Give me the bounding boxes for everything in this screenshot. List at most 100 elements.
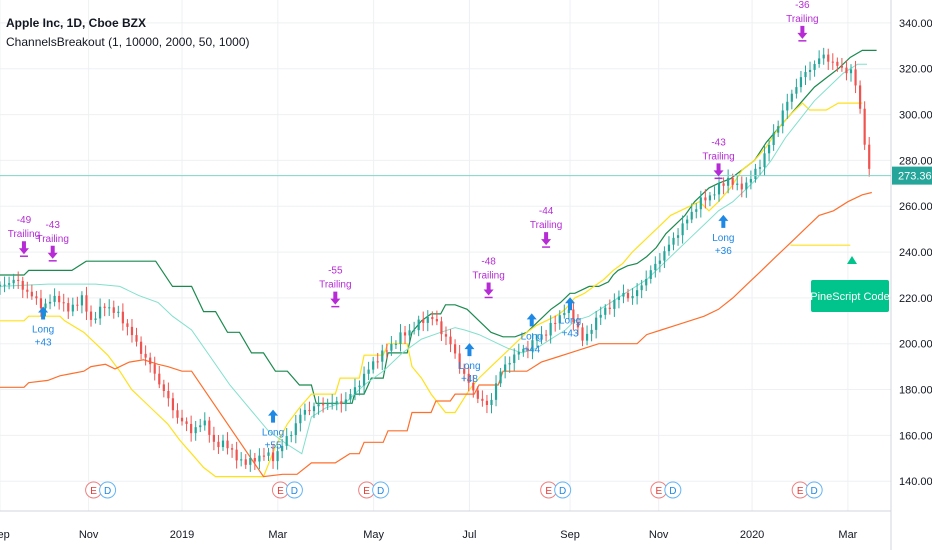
candle-body	[58, 295, 61, 303]
candle-body	[258, 455, 261, 462]
candle-body	[863, 108, 866, 145]
time-tick-label: Mar	[838, 529, 857, 541]
signal-value: -43	[45, 220, 60, 231]
earnings-marker-label: E	[277, 486, 284, 497]
indicator-title[interactable]: ChannelsBreakout (1, 10000, 2000, 50, 10…	[6, 35, 250, 49]
candle-body	[299, 414, 302, 424]
candle-body	[453, 344, 457, 354]
candle-body	[667, 244, 671, 252]
candle-body	[385, 350, 388, 352]
time-axis[interactable]: Sep Nov 2019 Mar May Jul Sep Nov 2020 Mar	[0, 529, 858, 541]
candle-body	[331, 402, 334, 405]
candle-body	[840, 65, 843, 68]
candle-body	[476, 390, 479, 399]
candle-body	[804, 72, 807, 78]
candle-body	[0, 284, 2, 287]
candle-body	[572, 309, 575, 322]
candle-body	[240, 459, 243, 461]
candle-body	[281, 445, 284, 452]
candle-body	[631, 296, 634, 299]
candle-body	[567, 309, 570, 313]
earnings-marker-label: E	[797, 486, 804, 497]
candle-body	[103, 306, 106, 308]
candle-body	[212, 434, 215, 442]
candle-body	[30, 291, 33, 297]
badge-box	[811, 280, 889, 312]
candle-body	[171, 398, 175, 411]
candle-body	[836, 61, 839, 66]
price-tick-label: 220.00	[899, 293, 932, 305]
candle-body	[513, 354, 516, 363]
candle-body	[303, 409, 307, 415]
candle-body	[449, 336, 452, 345]
candle-body	[795, 87, 798, 94]
candle-body	[353, 387, 357, 395]
candle-body	[71, 304, 74, 312]
candle-body	[144, 353, 147, 358]
candle-body	[8, 283, 11, 285]
signal-label: Long	[458, 361, 480, 372]
candle-body	[485, 400, 489, 405]
candle-body	[672, 237, 675, 245]
price-tick-label: 280.00	[899, 155, 932, 167]
exit-arrow-icon	[713, 163, 724, 177]
candle-body	[613, 299, 616, 309]
dividend-marker-icon	[664, 481, 682, 499]
candle-body	[531, 340, 534, 351]
candle-body	[67, 303, 70, 312]
candle-body	[463, 368, 466, 374]
candle-body	[326, 404, 329, 406]
candle-body	[226, 440, 229, 449]
candle-body	[504, 364, 507, 372]
candle-body	[158, 373, 161, 385]
candle-body	[262, 455, 266, 457]
symbol-title[interactable]: Apple Inc, 1D, Cboe BZX	[6, 16, 147, 30]
candle-body	[230, 448, 234, 450]
candle-body	[522, 348, 525, 353]
candle-body	[472, 382, 475, 391]
candle-body	[162, 384, 165, 392]
signal-label: Long	[521, 331, 543, 342]
candle-body	[645, 278, 648, 286]
candle-body	[636, 290, 639, 297]
candle-body	[194, 427, 197, 434]
candle-body	[544, 334, 548, 336]
candle-body	[604, 307, 607, 315]
time-tick-label: Nov	[79, 529, 99, 541]
candle-body	[444, 334, 448, 337]
badge-label: PineScript Code	[810, 291, 890, 303]
candle-body	[112, 307, 115, 313]
long-arrow-icon	[526, 313, 537, 327]
pinescript-badge[interactable]: PineScript Code	[810, 256, 890, 312]
candle-body	[180, 417, 184, 422]
candle-body	[285, 436, 288, 446]
signal-value: +36	[715, 246, 732, 257]
time-tick-label: 2020	[740, 529, 764, 541]
candle-body	[12, 279, 15, 284]
dividend-marker-label: D	[291, 486, 298, 497]
signal-label: Trailing	[702, 151, 734, 162]
candle-body	[221, 440, 225, 448]
signal-label: Trailing	[472, 270, 504, 281]
signal-value: +43	[35, 337, 52, 348]
candle-body	[690, 211, 693, 220]
candle-body	[417, 319, 420, 331]
candle-body	[713, 194, 716, 196]
candle-body	[322, 404, 325, 406]
signal-label: Long	[32, 324, 54, 335]
candle-body	[267, 452, 270, 456]
candle-body	[608, 307, 611, 309]
exit-arrow-icon	[18, 241, 29, 255]
price-axis[interactable]: 140.00 160.00 180.00 200.00 220.00 240.00 260.…	[899, 18, 932, 488]
candle-body	[413, 330, 416, 332]
candle-body	[517, 352, 520, 355]
candle-body	[599, 314, 602, 318]
signal-markers: -49 Trailing -43 Trailing Long +43 -55 Trailing…	[8, 0, 819, 452]
candle-body	[89, 311, 93, 320]
signal-label: Long	[712, 233, 734, 244]
last-price-tag	[892, 166, 932, 185]
candle-body	[663, 251, 666, 261]
